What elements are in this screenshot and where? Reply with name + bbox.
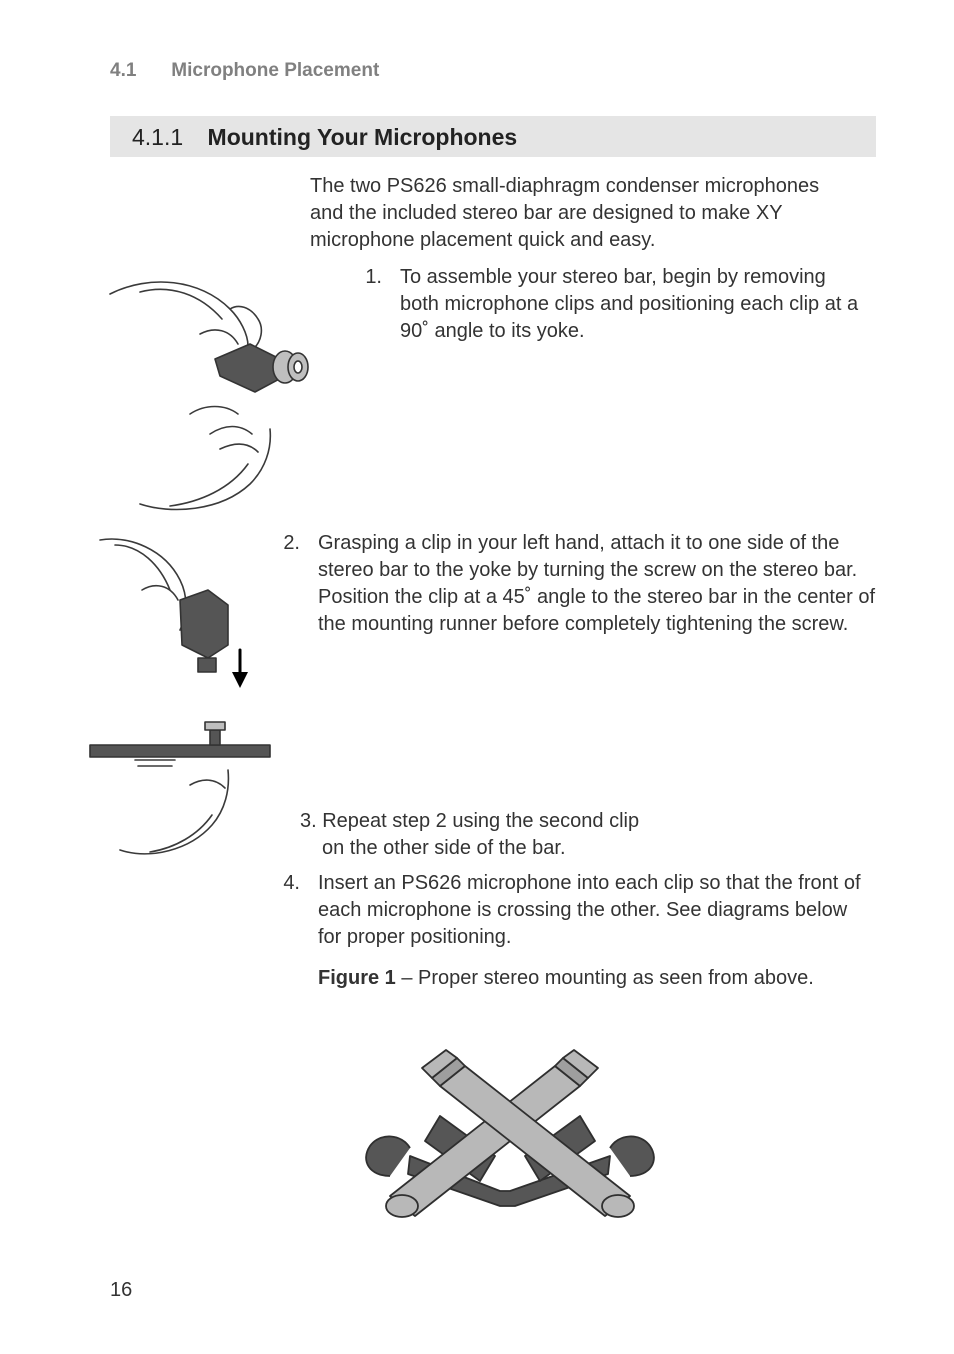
step-3-line1: 3. Repeat step 2 using the second clip <box>300 808 876 835</box>
hands-clip-icon <box>80 264 340 524</box>
running-header-title: Microphone Placement <box>171 60 379 81</box>
step-4-number: 4. <box>280 870 318 951</box>
step-2: 2. Grasping a clip in your left hand, at… <box>280 530 876 638</box>
step-3: 3. Repeat step 2 using the second clip o… <box>300 808 876 862</box>
running-header: 4.1 Microphone Placement <box>110 60 876 82</box>
page-number: 16 <box>110 1279 132 1302</box>
illustration-2 <box>80 530 280 870</box>
step-1-number: 1. <box>362 264 400 345</box>
running-header-number: 4.1 <box>110 60 166 82</box>
step-2-number: 2. <box>280 530 318 638</box>
step-2-text: Grasping a clip in your left hand, attac… <box>318 530 876 638</box>
step-1-block: 1. To assemble your stereo bar, begin by… <box>110 264 876 524</box>
illustration-1 <box>80 264 340 524</box>
figure-1 <box>330 1006 690 1246</box>
figure-1-caption: Figure 1 – Proper stereo mounting as see… <box>318 965 876 992</box>
step-1: 1. To assemble your stereo bar, begin by… <box>362 264 876 345</box>
step-1-text: To assemble your stereo bar, begin by re… <box>400 264 870 345</box>
intro-paragraph: The two PS626 small-diaphragm condenser … <box>310 173 850 254</box>
figure-1-text: – Proper stereo mounting as seen from ab… <box>396 967 814 989</box>
section-number: 4.1.1 <box>132 124 183 150</box>
xy-mount-icon <box>330 1006 690 1246</box>
step-2-block: 2. Grasping a clip in your left hand, at… <box>110 530 876 870</box>
figure-1-label: Figure 1 <box>318 967 396 989</box>
step-4: 4. Insert an PS626 microphone into each … <box>280 870 876 951</box>
manual-page: 4.1 Microphone Placement 4.1.1 Mounting … <box>0 0 954 1354</box>
step-3-line2: on the other side of the bar. <box>300 835 876 862</box>
step-4-text: Insert an PS626 microphone into each cli… <box>318 870 876 951</box>
section-heading: 4.1.1 Mounting Your Microphones <box>110 116 876 157</box>
hand-attach-icon <box>80 530 280 870</box>
section-title: Mounting Your Microphones <box>208 124 518 150</box>
